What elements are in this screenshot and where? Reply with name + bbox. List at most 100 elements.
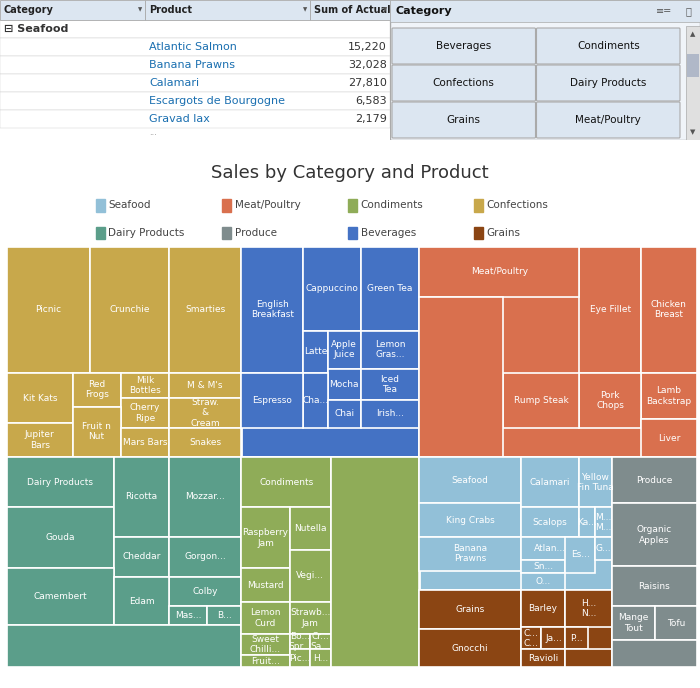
Text: Grains: Grains <box>447 115 481 125</box>
FancyBboxPatch shape <box>241 568 290 602</box>
Text: Product: Product <box>149 5 192 15</box>
FancyBboxPatch shape <box>207 606 241 625</box>
Text: ▼: ▼ <box>138 8 142 12</box>
Bar <box>0 56 390 74</box>
Text: Meat/Poultry: Meat/Poultry <box>470 268 528 277</box>
FancyBboxPatch shape <box>360 246 419 331</box>
Bar <box>612 457 696 667</box>
Text: Red
Frogs: Red Frogs <box>85 380 108 400</box>
FancyBboxPatch shape <box>612 504 696 566</box>
FancyBboxPatch shape <box>612 457 696 504</box>
Bar <box>241 457 419 667</box>
FancyBboxPatch shape <box>114 457 169 537</box>
Text: O...: O... <box>536 577 551 585</box>
FancyBboxPatch shape <box>419 246 580 297</box>
Text: Banana
Prawns: Banana Prawns <box>453 544 487 563</box>
Text: Lamb
Backstrap: Lamb Backstrap <box>646 386 692 406</box>
Text: Edam: Edam <box>129 596 154 605</box>
Text: Jupiter
Bars: Jupiter Bars <box>25 431 55 450</box>
Text: Grains: Grains <box>486 228 521 238</box>
Text: Crunchie: Crunchie <box>109 305 150 314</box>
Text: Cha...: Cha... <box>302 396 328 405</box>
Text: M...
M...: M... M... <box>595 513 612 532</box>
Text: 32,028: 32,028 <box>348 60 387 70</box>
FancyBboxPatch shape <box>241 508 290 568</box>
Text: 27,810: 27,810 <box>348 78 387 88</box>
FancyBboxPatch shape <box>641 373 696 419</box>
Text: M & M's: M & M's <box>188 381 223 390</box>
Text: Cappuccino: Cappuccino <box>306 284 358 293</box>
Text: ▼: ▼ <box>690 129 696 135</box>
FancyBboxPatch shape <box>541 627 566 649</box>
FancyBboxPatch shape <box>7 423 73 457</box>
FancyBboxPatch shape <box>580 457 612 508</box>
Text: Calamari: Calamari <box>530 477 570 486</box>
FancyBboxPatch shape <box>655 606 696 640</box>
Text: Condiments: Condiments <box>259 477 314 486</box>
Bar <box>310 0 390 20</box>
Text: ...: ... <box>149 128 157 137</box>
Text: Condiments: Condiments <box>577 41 640 51</box>
Text: English
Breakfast: English Breakfast <box>251 300 294 319</box>
FancyBboxPatch shape <box>536 28 680 64</box>
FancyBboxPatch shape <box>419 457 521 504</box>
Text: Gouda: Gouda <box>46 533 75 543</box>
FancyBboxPatch shape <box>73 373 121 407</box>
Bar <box>0 0 145 20</box>
Text: Nutella: Nutella <box>294 524 327 533</box>
FancyBboxPatch shape <box>290 634 310 649</box>
Text: Smarties: Smarties <box>185 305 225 314</box>
Text: Condiments: Condiments <box>360 200 424 211</box>
Text: Rump Steak: Rump Steak <box>514 396 568 405</box>
Text: Ja...: Ja... <box>545 634 562 643</box>
Text: Colby: Colby <box>193 587 218 596</box>
Text: Pic...: Pic... <box>289 654 311 663</box>
Text: B...: B... <box>217 612 232 621</box>
Text: ⧭: ⧭ <box>685 6 691 16</box>
Bar <box>241 246 419 457</box>
Text: Raspberry
Jam: Raspberry Jam <box>243 528 288 548</box>
FancyBboxPatch shape <box>304 331 328 373</box>
Text: Mustard: Mustard <box>247 581 284 590</box>
FancyBboxPatch shape <box>566 537 595 572</box>
Bar <box>419 590 612 667</box>
FancyBboxPatch shape <box>360 369 419 400</box>
Text: 2,179: 2,179 <box>355 114 387 124</box>
Bar <box>686 26 700 140</box>
FancyBboxPatch shape <box>241 246 304 373</box>
FancyBboxPatch shape <box>7 625 241 667</box>
Text: Snakes: Snakes <box>189 438 221 447</box>
Text: Calamari: Calamari <box>149 78 199 88</box>
Text: Grains: Grains <box>456 605 484 614</box>
Text: Picnic: Picnic <box>35 305 62 314</box>
FancyBboxPatch shape <box>290 649 310 667</box>
FancyBboxPatch shape <box>612 606 655 640</box>
FancyBboxPatch shape <box>536 102 680 138</box>
FancyBboxPatch shape <box>114 537 169 577</box>
Text: ▼: ▼ <box>383 8 387 12</box>
FancyBboxPatch shape <box>641 246 696 373</box>
Bar <box>687 54 699 77</box>
FancyBboxPatch shape <box>392 28 536 64</box>
Text: Meat/Poultry: Meat/Poultry <box>575 115 641 125</box>
FancyBboxPatch shape <box>114 577 169 625</box>
FancyBboxPatch shape <box>536 65 680 101</box>
Text: Apple
Juice: Apple Juice <box>331 340 357 359</box>
Text: Mocha: Mocha <box>330 380 359 389</box>
Text: Tofu: Tofu <box>666 619 685 627</box>
Text: Produce: Produce <box>636 475 672 484</box>
Text: Fruit...: Fruit... <box>251 656 280 665</box>
FancyBboxPatch shape <box>392 102 536 138</box>
Text: Beverages: Beverages <box>360 228 416 238</box>
Text: Scalops: Scalops <box>533 517 568 527</box>
FancyBboxPatch shape <box>580 508 595 537</box>
FancyBboxPatch shape <box>7 373 73 423</box>
Text: Cr...
Sa...: Cr... Sa... <box>311 632 330 651</box>
FancyBboxPatch shape <box>521 590 566 627</box>
Text: Sales by Category and Product: Sales by Category and Product <box>211 164 489 182</box>
Text: Eye Fillet: Eye Fillet <box>589 305 631 314</box>
Text: ▲: ▲ <box>690 31 696 37</box>
Text: Dairy Products: Dairy Products <box>570 78 646 88</box>
FancyBboxPatch shape <box>566 627 588 649</box>
FancyBboxPatch shape <box>328 369 360 400</box>
